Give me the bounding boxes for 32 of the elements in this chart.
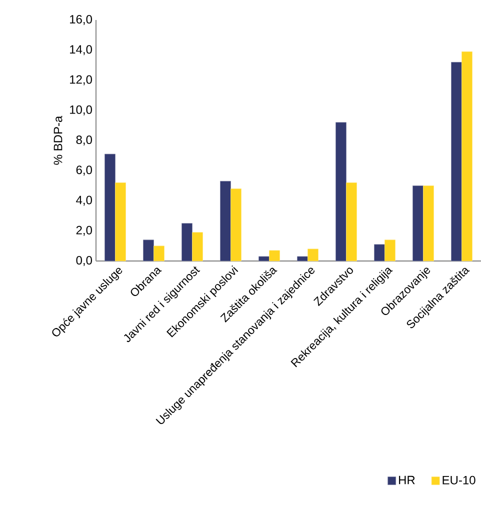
bar bbox=[230, 188, 242, 262]
bar bbox=[269, 250, 280, 262]
y-tick-label: 2,0 bbox=[76, 226, 92, 236]
bar bbox=[336, 122, 346, 262]
y-tick-label: 4,0 bbox=[76, 196, 92, 206]
bar bbox=[192, 232, 203, 262]
y-tick-label: 16,0 bbox=[70, 15, 92, 25]
y-tick-label: 8,0 bbox=[76, 136, 92, 146]
y-tick-label: 12,0 bbox=[70, 75, 92, 86]
legend-label: HR bbox=[399, 476, 415, 484]
y-tick-label: 10,0 bbox=[70, 105, 92, 116]
bar bbox=[297, 256, 308, 262]
legend-label: EU-10 bbox=[442, 476, 476, 484]
bar bbox=[258, 256, 270, 262]
bar bbox=[423, 185, 434, 262]
y-tick-label: 14,0 bbox=[70, 45, 92, 56]
y-tick-label: 6,0 bbox=[76, 166, 92, 176]
bar bbox=[154, 246, 164, 262]
bar bbox=[308, 248, 318, 262]
bar bbox=[384, 240, 396, 262]
bar bbox=[182, 223, 192, 262]
y-tick-label: 0,0 bbox=[76, 256, 92, 266]
bar bbox=[451, 62, 462, 262]
bar bbox=[104, 154, 116, 262]
y-axis-title: % BDP-a bbox=[54, 116, 62, 165]
bar bbox=[346, 182, 357, 262]
bar bbox=[115, 182, 126, 262]
bar bbox=[220, 180, 231, 262]
bar bbox=[143, 240, 154, 262]
bar bbox=[374, 244, 385, 262]
bar bbox=[412, 185, 424, 262]
bar bbox=[462, 51, 472, 262]
